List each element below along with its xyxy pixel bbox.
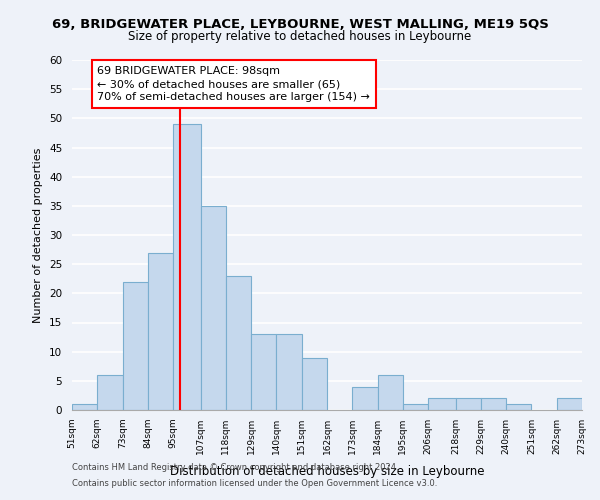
- Bar: [72, 404, 97, 410]
- Bar: [277, 334, 302, 410]
- Bar: [148, 252, 173, 410]
- Y-axis label: Number of detached properties: Number of detached properties: [34, 148, 43, 322]
- Bar: [455, 398, 481, 410]
- Bar: [97, 375, 122, 410]
- Bar: [352, 386, 377, 410]
- Text: 69 BRIDGEWATER PLACE: 98sqm
← 30% of detached houses are smaller (65)
70% of sem: 69 BRIDGEWATER PLACE: 98sqm ← 30% of det…: [97, 66, 370, 102]
- Bar: [481, 398, 506, 410]
- Bar: [557, 398, 582, 410]
- Bar: [506, 404, 532, 410]
- Text: Contains public sector information licensed under the Open Government Licence v3: Contains public sector information licen…: [72, 478, 437, 488]
- Bar: [173, 124, 200, 410]
- Bar: [200, 206, 226, 410]
- Bar: [377, 375, 403, 410]
- Bar: [428, 398, 455, 410]
- Bar: [403, 404, 428, 410]
- X-axis label: Distribution of detached houses by size in Leybourne: Distribution of detached houses by size …: [170, 465, 484, 478]
- Bar: [226, 276, 251, 410]
- Text: 69, BRIDGEWATER PLACE, LEYBOURNE, WEST MALLING, ME19 5QS: 69, BRIDGEWATER PLACE, LEYBOURNE, WEST M…: [52, 18, 548, 30]
- Text: Size of property relative to detached houses in Leybourne: Size of property relative to detached ho…: [128, 30, 472, 43]
- Bar: [302, 358, 327, 410]
- Bar: [251, 334, 277, 410]
- Bar: [122, 282, 148, 410]
- Text: Contains HM Land Registry data © Crown copyright and database right 2024.: Contains HM Land Registry data © Crown c…: [72, 464, 398, 472]
